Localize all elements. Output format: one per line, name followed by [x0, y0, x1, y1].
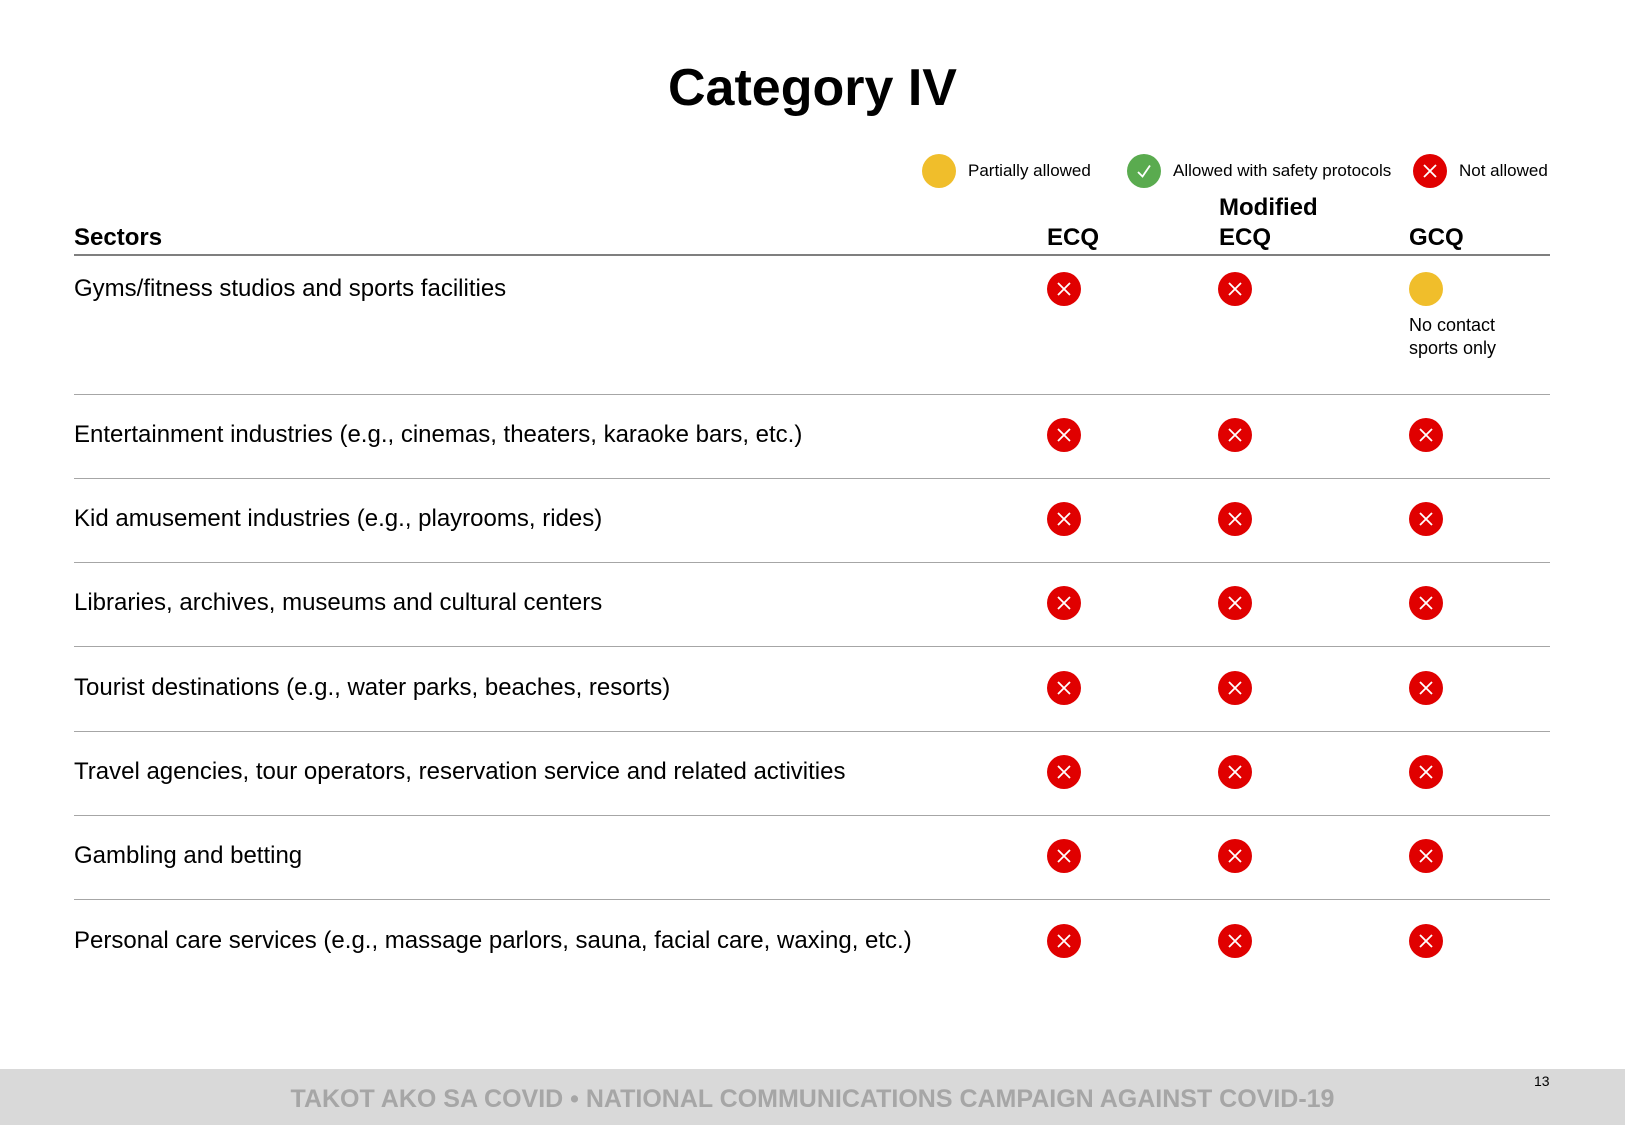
legend-item-partial: Partially allowed	[922, 154, 1091, 188]
ecq-x-circle-icon	[1047, 755, 1081, 789]
sector-label: Gyms/fitness studios and sports faciliti…	[74, 275, 507, 302]
gcq-note-line2: sports only	[1409, 338, 1497, 358]
footer-band	[0, 1069, 1625, 1125]
mecq-x-circle-icon	[1218, 755, 1252, 789]
gcq-x-circle-icon	[1409, 924, 1443, 958]
page-title: Category IV	[668, 59, 957, 117]
gcq-partial-allowed-circle-icon	[1409, 272, 1443, 306]
row-divider	[74, 478, 1550, 479]
ecq-x-circle-icon	[1047, 418, 1081, 452]
row-divider	[74, 731, 1550, 732]
legend-label: Allowed with safety protocols	[1173, 161, 1392, 180]
mecq-x-circle-icon	[1218, 839, 1252, 873]
partial-allowed-circle-icon	[922, 154, 956, 188]
legend-item-not_allowed: Not allowed	[1413, 154, 1548, 188]
mecq-x-circle-icon	[1218, 272, 1252, 306]
mecq-x-circle-icon	[1218, 502, 1252, 536]
header-ecq: ECQ	[1047, 224, 1100, 251]
legend-label: Not allowed	[1459, 161, 1548, 180]
mecq-x-circle-icon	[1218, 671, 1252, 705]
footer-text: TAKOT AKO SA COVID • NATIONAL COMMUNICAT…	[290, 1085, 1335, 1113]
gcq-x-circle-icon	[1409, 839, 1443, 873]
gcq-x-circle-icon	[1409, 418, 1443, 452]
sector-label: Tourist destinations (e.g., water parks,…	[74, 674, 671, 701]
header-gcq: GCQ	[1409, 224, 1464, 251]
mecq-x-circle-icon	[1218, 924, 1252, 958]
gcq-x-circle-icon	[1409, 502, 1443, 536]
ecq-x-circle-icon	[1047, 272, 1081, 306]
gcq-note: No contact sports only	[1409, 314, 1496, 360]
header-modified-ecq-line1: Modified	[1219, 194, 1318, 221]
check-circle-icon	[1127, 154, 1161, 188]
header-modified-ecq-line2: ECQ	[1219, 224, 1272, 251]
header-divider	[74, 254, 1550, 256]
mecq-x-circle-icon	[1218, 586, 1252, 620]
ecq-x-circle-icon	[1047, 924, 1081, 958]
sector-label: Personal care services (e.g., massage pa…	[74, 927, 912, 954]
sector-label: Gambling and betting	[74, 842, 303, 869]
row-divider	[74, 646, 1550, 647]
ecq-x-circle-icon	[1047, 502, 1081, 536]
sector-label: Kid amusement industries (e.g., playroom…	[74, 505, 603, 532]
row-divider	[74, 815, 1550, 816]
row-divider	[74, 394, 1550, 395]
sector-label: Libraries, archives, museums and cultura…	[74, 589, 603, 616]
gcq-x-circle-icon	[1409, 671, 1443, 705]
ecq-x-circle-icon	[1047, 586, 1081, 620]
gcq-x-circle-icon	[1409, 755, 1443, 789]
legend-item-allowed: Allowed with safety protocols	[1127, 154, 1391, 188]
row-divider	[74, 562, 1550, 563]
ecq-x-circle-icon	[1047, 671, 1081, 705]
row-divider	[74, 899, 1550, 900]
x-circle-icon	[1413, 154, 1447, 188]
gcq-x-circle-icon	[1409, 586, 1443, 620]
legend-label: Partially allowed	[968, 161, 1091, 180]
page-number: 13	[1534, 1073, 1550, 1089]
ecq-x-circle-icon	[1047, 839, 1081, 873]
mecq-x-circle-icon	[1218, 418, 1252, 452]
sector-label: Travel agencies, tour operators, reserva…	[74, 758, 846, 785]
header-sectors: Sectors	[74, 224, 163, 251]
sector-label: Entertainment industries (e.g., cinemas,…	[74, 421, 803, 448]
gcq-note-line1: No contact	[1409, 315, 1496, 335]
